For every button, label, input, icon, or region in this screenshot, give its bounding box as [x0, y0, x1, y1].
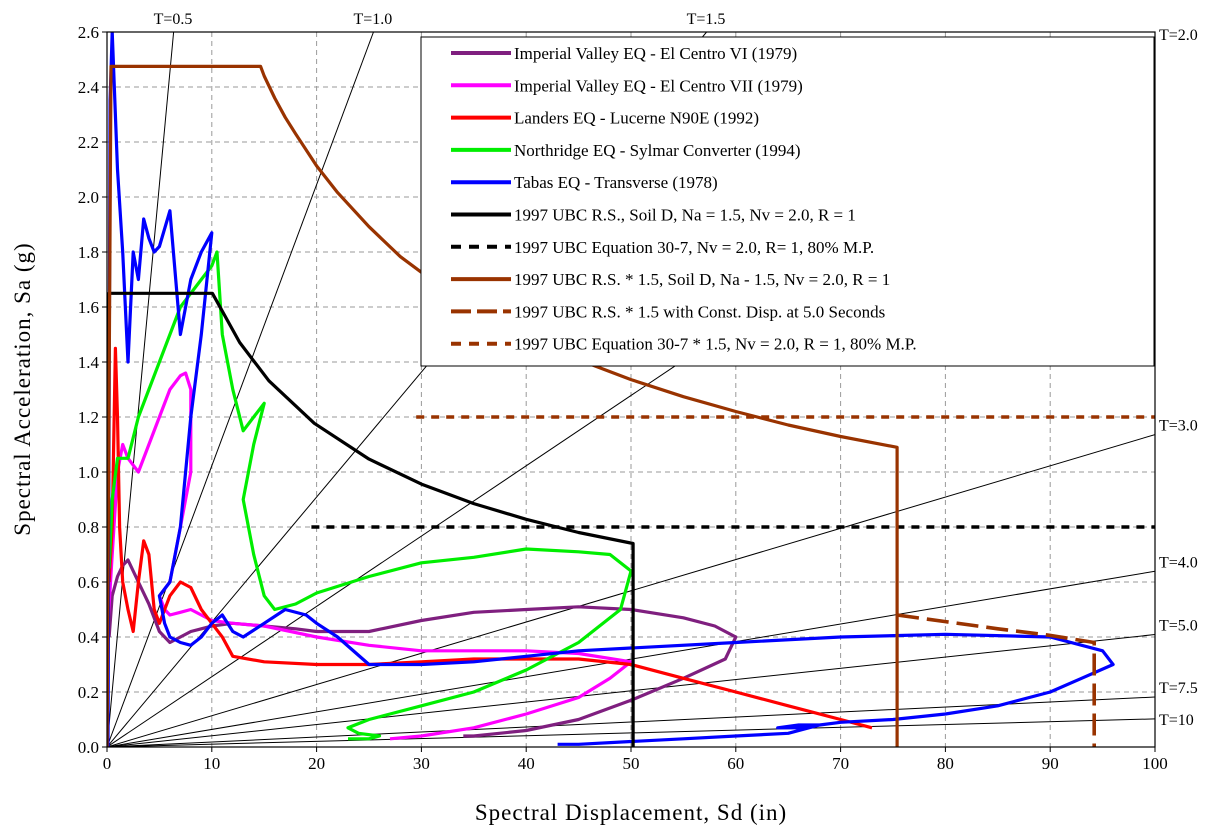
- series-line-imperial-valley-eq-el-centro-vii-1979: [107, 371, 633, 741]
- y-tick-label: 1.0: [78, 463, 99, 482]
- legend-label: Northridge EQ - Sylmar Converter (1994): [514, 141, 801, 160]
- period-label-t-1-0: T=1.0: [353, 11, 392, 28]
- legend-box: [420, 36, 1155, 367]
- period-line-t-5-0: [107, 634, 1155, 747]
- x-tick-label: 90: [1042, 754, 1059, 773]
- x-tick-label: 100: [1142, 754, 1168, 773]
- period-line-t-0-5: [107, 32, 175, 747]
- period-label-t-10: T=10: [1159, 712, 1194, 729]
- y-tick-label: 2.0: [78, 188, 99, 207]
- legend-label: 1997 UBC R.S. * 1.5 with Const. Disp. at…: [514, 302, 885, 321]
- axis-ticks: 0 10 20 30 40 50 60 70 80 90 100 0.0 0.2 0.4 0.6 0.8 1.0…: [78, 23, 1168, 773]
- period-line-t-1-0: [107, 32, 374, 747]
- legend-label: Imperial Valley EQ - El Centro VI (1979): [514, 44, 797, 63]
- period-label-t-5-0: T=5.0: [1159, 618, 1198, 635]
- x-tick-label: 10: [203, 754, 220, 773]
- y-tick-label: 2.4: [78, 78, 100, 97]
- series-line-1997-ubc-r-s-1-5-with-const-disp-at-5-0-seconds: [896, 613, 1096, 747]
- y-tick-label: 0.8: [78, 518, 99, 537]
- period-line-t-10: [107, 718, 1155, 747]
- series-line-tabas-eq-transverse-1978: [107, 32, 1115, 747]
- legend-label: Landers EQ - Lucerne N90E (1992): [514, 109, 759, 128]
- y-axis-title: Spectral Acceleration, Sa (g): [10, 242, 35, 535]
- x-tick-label: 20: [308, 754, 325, 773]
- y-tick-label: 0.0: [78, 738, 99, 757]
- x-axis-title: Spectral Displacement, Sd (in): [475, 800, 787, 825]
- y-tick-label: 0.2: [78, 683, 99, 702]
- series-line-1997-ubc-r-s-soil-d-na-1-5-nv-2-0-r-1: [107, 291, 635, 747]
- y-tick-label: 0.6: [78, 573, 99, 592]
- period-label-t-2-0: T=2.0: [1159, 27, 1198, 44]
- y-tick-label: 2.6: [78, 23, 99, 42]
- legend-label: 1997 UBC R.S. * 1.5, Soil D, Na - 1.5, N…: [514, 270, 890, 289]
- x-tick-label: 80: [937, 754, 954, 773]
- y-tick-label: 1.6: [78, 298, 99, 317]
- x-tick-label: 70: [832, 754, 849, 773]
- legend-label: 1997 UBC R.S., Soil D, Na = 1.5, Nv = 2.…: [514, 206, 856, 225]
- series-line-northridge-eq-sylmar-converter-1994: [107, 250, 633, 741]
- period-line-t-7-5: [107, 696, 1155, 747]
- period-labels: T=0.5 T=1.0 T=1.5 T=2.0 T=3.0 T=4.0 T=5.0 T=7.5…: [154, 11, 1198, 729]
- x-tick-label: 40: [518, 754, 535, 773]
- series-line-landers-eq-lucerne-n90e-1992: [107, 346, 873, 730]
- period-label-t-4-0: T=4.0: [1159, 554, 1198, 571]
- x-tick-label: 50: [623, 754, 640, 773]
- data-series: [107, 32, 1155, 747]
- period-label-t-1-5: T=1.5: [687, 11, 726, 28]
- period-label-t-7-5: T=7.5: [1159, 680, 1198, 697]
- legend: Imperial Valley EQ - El Centro VI (1979)…: [420, 36, 1155, 367]
- period-label-t-0-5: T=0.5: [154, 11, 193, 28]
- y-tick-label: 1.8: [78, 243, 99, 262]
- x-tick-label: 60: [727, 754, 744, 773]
- x-tick-label: 30: [413, 754, 430, 773]
- legend-label: Tabas EQ - Transverse (1978): [514, 173, 718, 192]
- y-tick-label: 0.4: [78, 628, 100, 647]
- period-line-t-3-0: [107, 434, 1155, 747]
- period-line-t-4-0: [107, 570, 1155, 747]
- y-tick-label: 1.4: [78, 353, 100, 372]
- legend-label: Imperial Valley EQ - El Centro VII (1979…: [514, 76, 803, 95]
- period-label-t-3-0: T=3.0: [1159, 418, 1198, 435]
- legend-label: 1997 UBC Equation 30-7, Nv = 2.0, R= 1, …: [514, 238, 874, 257]
- x-tick-label: 0: [103, 754, 112, 773]
- legend-label: 1997 UBC Equation 30-7 * 1.5, Nv = 2.0, …: [514, 335, 917, 354]
- y-tick-label: 1.2: [78, 408, 99, 427]
- y-tick-label: 2.2: [78, 133, 99, 152]
